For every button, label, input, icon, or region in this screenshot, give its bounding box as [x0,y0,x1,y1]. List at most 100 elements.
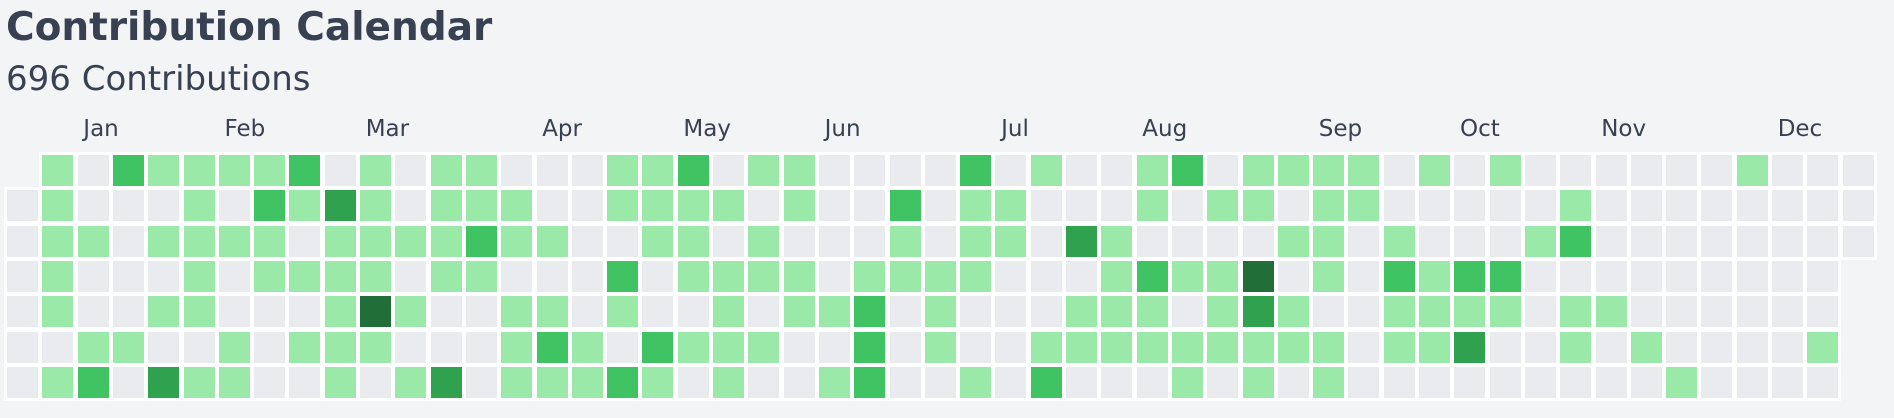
day-cell[interactable] [1066,366,1097,398]
day-cell[interactable] [1560,366,1592,398]
day-cell[interactable] [501,190,533,222]
day-cell[interactable] [1772,190,1803,222]
day-cell[interactable] [395,331,427,363]
day-cell[interactable] [713,296,744,328]
day-cell[interactable] [1277,296,1309,328]
day-cell[interactable] [465,190,497,222]
day-cell[interactable] [1454,331,1486,363]
day-cell[interactable] [112,366,144,398]
day-cell[interactable] [1489,225,1521,257]
day-cell[interactable] [148,225,180,257]
day-cell[interactable] [571,260,603,292]
day-cell[interactable] [1348,225,1380,257]
day-cell[interactable] [1489,296,1521,328]
day-cell[interactable] [112,331,144,363]
day-cell[interactable] [7,296,38,328]
day-cell[interactable] [571,155,603,186]
day-cell[interactable] [1524,155,1556,186]
day-cell[interactable] [1383,155,1415,186]
day-cell[interactable] [42,260,74,292]
day-cell[interactable] [1136,225,1168,257]
day-cell[interactable] [112,225,144,257]
day-cell[interactable] [642,225,674,257]
day-cell[interactable] [1383,331,1415,363]
day-cell[interactable] [536,260,568,292]
day-cell[interactable] [1030,225,1062,257]
day-cell[interactable] [1348,260,1380,292]
day-cell[interactable] [1313,190,1345,222]
day-cell[interactable] [324,296,356,328]
day-cell[interactable] [1277,155,1309,186]
day-cell[interactable] [1736,296,1768,328]
day-cell[interactable] [1701,260,1733,292]
day-cell[interactable] [1701,331,1733,363]
day-cell[interactable] [1666,225,1698,257]
day-cell[interactable] [607,366,639,398]
day-cell[interactable] [148,296,180,328]
day-cell[interactable] [289,260,321,292]
day-cell[interactable] [1171,260,1203,292]
day-cell[interactable] [1736,225,1768,257]
day-cell[interactable] [1842,190,1874,222]
day-cell[interactable] [924,366,956,398]
day-cell[interactable] [7,366,38,398]
day-cell[interactable] [42,366,74,398]
day-cell[interactable] [148,331,180,363]
day-cell[interactable] [1207,366,1239,398]
day-cell[interactable] [395,190,427,222]
day-cell[interactable] [1842,155,1874,186]
day-cell[interactable] [1066,331,1097,363]
day-cell[interactable] [1666,331,1698,363]
day-cell[interactable] [748,260,780,292]
day-cell[interactable] [960,331,992,363]
day-cell[interactable] [1807,225,1839,257]
day-cell[interactable] [889,225,921,257]
day-cell[interactable] [783,296,815,328]
day-cell[interactable] [1171,190,1203,222]
day-cell[interactable] [1207,331,1239,363]
day-cell[interactable] [1807,366,1839,398]
day-cell[interactable] [395,296,427,328]
day-cell[interactable] [642,155,674,186]
day-cell[interactable] [960,296,992,328]
day-cell[interactable] [1277,366,1309,398]
day-cell[interactable] [1524,366,1556,398]
day-cell[interactable] [1807,155,1839,186]
day-cell[interactable] [1842,225,1874,257]
day-cell[interactable] [112,260,144,292]
day-cell[interactable] [324,331,356,363]
day-cell[interactable] [571,366,603,398]
day-cell[interactable] [1560,225,1592,257]
day-cell[interactable] [254,225,286,257]
day-cell[interactable] [1666,366,1698,398]
day-cell[interactable] [465,260,497,292]
day-cell[interactable] [1277,331,1309,363]
day-cell[interactable] [465,366,497,398]
day-cell[interactable] [818,296,850,328]
day-cell[interactable] [1348,296,1380,328]
day-cell[interactable] [1242,296,1274,328]
day-cell[interactable] [1207,260,1239,292]
day-cell[interactable] [148,260,180,292]
day-cell[interactable] [1136,155,1168,186]
day-cell[interactable] [995,366,1027,398]
day-cell[interactable] [7,190,38,222]
day-cell[interactable] [1666,260,1698,292]
day-cell[interactable] [607,296,639,328]
day-cell[interactable] [1101,155,1133,186]
day-cell[interactable] [254,296,286,328]
day-cell[interactable] [607,155,639,186]
day-cell[interactable] [889,331,921,363]
day-cell[interactable] [960,225,992,257]
day-cell[interactable] [536,296,568,328]
day-cell[interactable] [1207,225,1239,257]
day-cell[interactable] [889,296,921,328]
day-cell[interactable] [183,331,215,363]
day-cell[interactable] [960,260,992,292]
day-cell[interactable] [924,331,956,363]
day-cell[interactable] [324,366,356,398]
day-cell[interactable] [360,296,391,328]
day-cell[interactable] [677,296,709,328]
day-cell[interactable] [112,190,144,222]
day-cell[interactable] [1419,296,1450,328]
